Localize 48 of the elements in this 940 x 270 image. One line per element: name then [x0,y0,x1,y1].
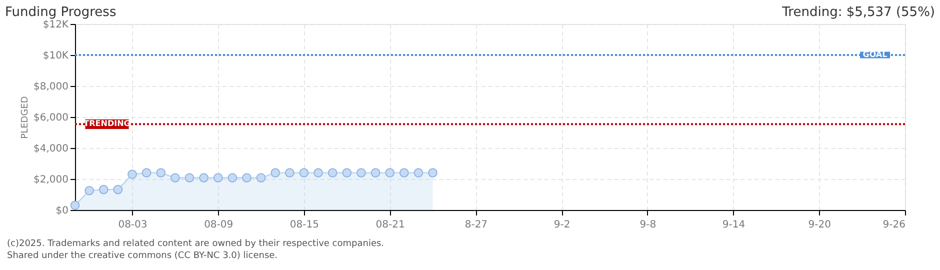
y-tick-label: $0 [56,206,68,216]
point [98,184,108,194]
ref-line-label: TRENDING [84,119,130,128]
y-tick-label: $10K [42,50,69,62]
y-tick-label: $6,000 [34,112,68,124]
point [328,168,338,178]
point [356,168,366,178]
point [385,168,395,178]
x-tick-label: 08-09 [204,220,234,230]
x-tick-label: 9-20 [808,220,831,230]
x-tick-label: 08-15 [290,220,319,230]
y-tick-label: $4,000 [34,144,68,154]
point [242,173,252,182]
y-tick-label: $12K [42,20,69,30]
x-tick-label: 9-14 [722,220,746,230]
point [414,168,424,178]
point [314,168,323,178]
text: (c)2025. Trademarks and related content are owned by their respective companies. [7,239,384,249]
point [370,168,380,178]
point [142,168,152,178]
point [213,173,223,182]
point [228,173,238,182]
y-tick-label: $2,000 [34,174,68,186]
point [270,168,280,178]
chart-subtitle: Trending: $5,537 (55%) [781,5,935,20]
point [199,173,208,182]
x-tick-label: 08-21 [376,220,405,230]
point [428,168,438,178]
x-tick-label: 08-03 [118,220,148,230]
point [128,170,137,180]
point [284,168,294,178]
point [170,173,180,182]
text: Shared under the creative commons (CC BY-NC 3.0) license. [7,251,278,261]
point [342,168,352,178]
y-tick-label: $8,000 [34,82,68,92]
x-tick-label: 9-26 [882,220,906,230]
point [256,173,266,182]
point [184,173,194,182]
chart-title: Funding Progress [5,5,116,20]
point [299,168,309,178]
x-tick-label: 9-8 [640,220,656,230]
y-axis-title: PLEDGED [20,96,31,139]
point [156,168,166,178]
point [84,186,94,196]
x-tick-label: 8-27 [464,220,488,230]
point [113,184,123,194]
x-tick-label: 9-2 [554,220,570,230]
point [399,168,409,178]
